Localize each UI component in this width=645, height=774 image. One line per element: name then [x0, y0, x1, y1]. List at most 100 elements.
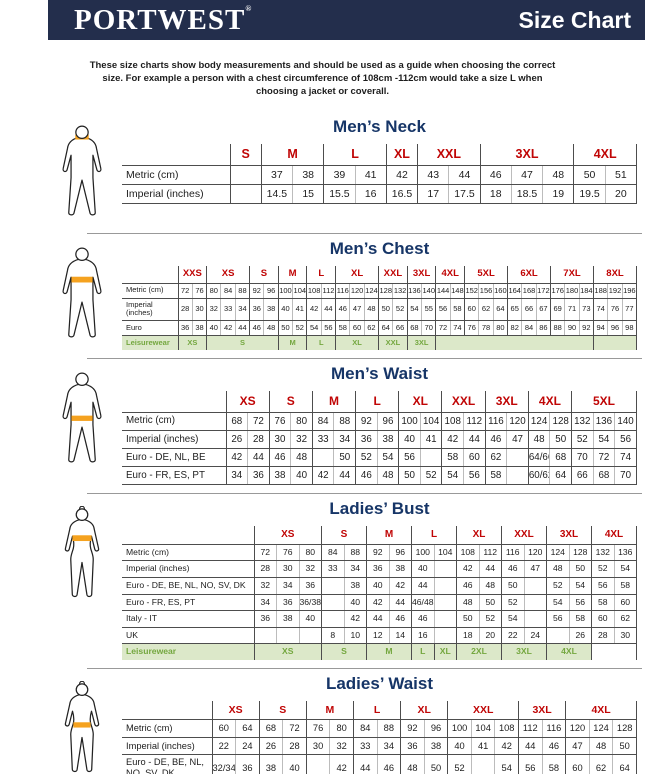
size-cell: 48	[542, 165, 574, 185]
size-cell: 33	[311, 430, 334, 449]
size-cell: 32	[298, 560, 322, 579]
size-group-label: S	[258, 701, 307, 721]
size-group-label: 4XL	[573, 143, 637, 166]
size-group-label: 5XL	[571, 391, 637, 413]
size-group-label: XL	[398, 391, 442, 413]
size-cell	[229, 165, 262, 185]
size-group-label: L	[411, 526, 457, 545]
size-cell: 76	[305, 719, 330, 738]
leisure-cell: M	[366, 643, 412, 661]
size-cell: 38	[258, 754, 283, 774]
figure-male-waist-icon	[62, 372, 102, 463]
portwest-logo: PORTWEST®	[74, 0, 252, 40]
size-cell: 76	[464, 320, 479, 337]
size-cell: 40	[447, 737, 472, 756]
size-cell: 44	[247, 448, 270, 468]
size-cell: 46/48	[411, 594, 434, 612]
size-cell: 48	[527, 430, 550, 449]
size-row: Euro - DE, BE, NL, NO, SV, DK 32 34 36 38 40 4…	[122, 577, 637, 595]
size-cell: 50	[568, 560, 592, 579]
size-cell: 172	[535, 283, 551, 299]
size-cell: 14	[388, 627, 412, 645]
size-cell: 22	[501, 627, 524, 645]
size-cell: 32	[206, 298, 221, 322]
corner-cell	[122, 526, 254, 545]
size-group-label: XXL	[441, 391, 486, 413]
size-cell: 82	[507, 320, 522, 337]
size-header-row: S M L XL XXL 3XL 4XL	[122, 143, 637, 166]
size-group-label: 4XL	[435, 265, 465, 284]
size-cell: 44	[320, 298, 336, 322]
size-cell: 18	[479, 184, 512, 205]
size-cell: 48	[290, 448, 313, 468]
size-cell	[305, 754, 330, 774]
size-group-label: XXL	[501, 526, 547, 545]
size-group-label: 5XL	[464, 265, 508, 284]
size-group-label: 6XL	[507, 265, 551, 284]
leisure-cell: M	[277, 335, 307, 351]
size-cell: 76	[276, 544, 299, 562]
row-label: Euro - FR, ES, PT	[122, 594, 254, 612]
leisure-cell: L	[306, 335, 336, 351]
size-cell: 112	[518, 719, 543, 738]
size-cell: 38	[376, 430, 399, 449]
size-group-label: 3XL	[479, 143, 574, 166]
size-cell: 132	[392, 283, 408, 299]
size-group-label: M	[366, 526, 412, 545]
size-row: Metric (cm) 72 76 80 84 88 92 96 100 104 108 112 116…	[122, 283, 637, 299]
logo-text: PORTWEST	[74, 4, 246, 36]
size-cell: 72	[282, 719, 307, 738]
size-cell: 46	[411, 610, 434, 628]
size-cell: 120	[506, 412, 529, 431]
size-cell: 30	[613, 627, 637, 645]
size-cell: 28	[177, 298, 193, 322]
size-cell: 64	[235, 719, 260, 738]
size-cell: 98	[621, 320, 637, 337]
size-cell: 33	[352, 737, 378, 756]
figure-male-chest-icon	[62, 247, 102, 338]
size-cell: 44	[234, 320, 250, 337]
size-cell: 104	[419, 412, 442, 431]
size-table-mens-chest: XXS XS S M L XL XXL 3XL 4XL 5XL 6XL 7XL 8XL Metric (c…	[122, 265, 637, 351]
size-cell	[433, 560, 457, 579]
size-cell	[506, 448, 529, 468]
figure-column-ladies-waist	[50, 671, 122, 774]
size-group-label: XL	[385, 143, 418, 166]
size-cell: 60	[349, 320, 365, 337]
size-group-label: M	[277, 265, 307, 284]
size-cell: 50	[501, 577, 524, 595]
size-cell: 56	[435, 298, 451, 322]
size-group-label: 4XL	[591, 526, 637, 545]
size-cell: 86	[535, 320, 551, 337]
size-cell: 60	[565, 754, 590, 774]
size-row: Metric (cm) 68 72 76 80 84 88 92 96 100 104 108 112 1…	[122, 412, 637, 431]
size-cell: 55	[421, 298, 436, 322]
size-cell: 16	[411, 627, 434, 645]
size-cell	[433, 627, 457, 645]
size-cell: 64/66	[527, 448, 550, 468]
size-cell: 52	[591, 560, 614, 579]
size-cell: 14.5	[260, 184, 293, 205]
size-cell: 116	[335, 283, 350, 299]
size-cell: 54	[376, 448, 399, 468]
size-cell: 84	[220, 283, 236, 299]
size-cell: 28	[253, 560, 277, 579]
sections: Men’s Neck S M L XL XXL 3XL 4XL Metric (cm) 37 38 3…	[0, 112, 645, 774]
size-cell: 68	[592, 466, 615, 486]
size-cell	[321, 594, 344, 612]
size-row: UK 8 10 12 14 16 18 20 22 24 26 28 30	[122, 627, 637, 645]
size-cell: 108	[456, 544, 479, 562]
size-group-label: M	[311, 391, 356, 413]
size-cell: 52	[292, 320, 307, 337]
size-cell: 64	[612, 754, 637, 774]
size-group-label: L	[306, 265, 336, 284]
size-cell: 46	[335, 298, 350, 322]
size-cell: 80	[492, 320, 508, 337]
size-cell: 47	[523, 560, 547, 579]
size-cell: 34	[343, 560, 367, 579]
size-cell: 94	[593, 320, 608, 337]
size-group-label: XS	[206, 265, 250, 284]
section-ladies-bust: Ladies’ Bust XS S M L XL XXL 3XL 4XL Metric (cm) 7…	[0, 494, 645, 668]
size-row: Euro - DE, BE, NL, NO, SV, DK 32/34 36 38 40…	[122, 754, 637, 774]
size-group-label: 3XL	[518, 701, 566, 721]
